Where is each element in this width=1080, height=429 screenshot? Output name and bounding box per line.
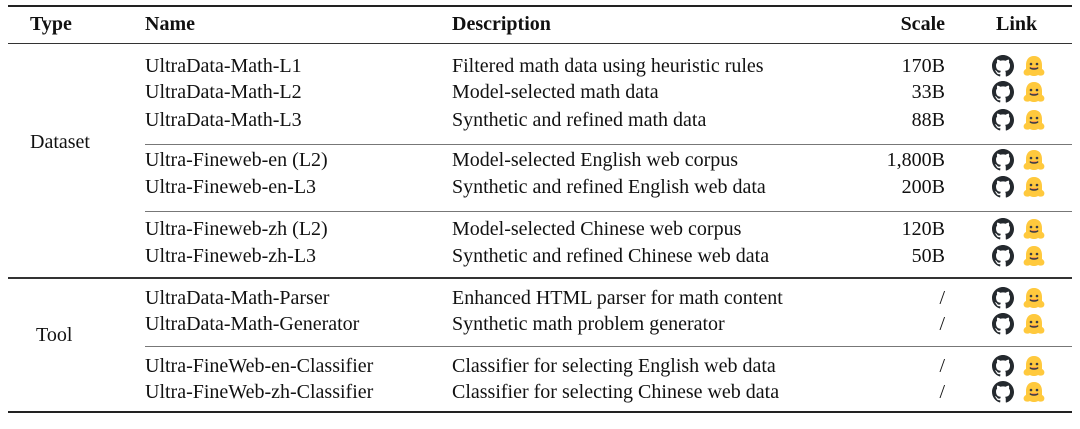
header-description: Description — [452, 13, 551, 35]
row-description: Model-selected Chinese web corpus — [452, 218, 742, 240]
huggingface-icon[interactable] — [1022, 245, 1046, 273]
row-description: Model-selected English web corpus — [452, 149, 739, 171]
github-icon[interactable] — [992, 55, 1015, 83]
huggingface-icon[interactable] — [1022, 149, 1046, 177]
row-scale: 200B — [901, 176, 945, 198]
huggingface-icon[interactable] — [1022, 55, 1046, 83]
row-name: UltraData-Math-Parser — [145, 287, 330, 309]
row-links — [992, 245, 1046, 273]
top-rule — [8, 5, 1072, 7]
row-name: UltraData-Math-L2 — [145, 81, 302, 103]
huggingface-icon[interactable] — [1022, 81, 1046, 109]
row-description: Synthetic and refined English web data — [452, 176, 766, 198]
row-scale: 88B — [911, 109, 945, 131]
block-rule — [145, 346, 1072, 347]
row-description: Synthetic math problem generator — [452, 313, 725, 335]
type-label: Tool — [36, 324, 73, 346]
row-scale: 170B — [901, 55, 945, 77]
row-name: UltraData-Math-L1 — [145, 55, 302, 77]
github-icon[interactable] — [992, 287, 1015, 315]
row-scale: / — [939, 287, 945, 309]
row-description: Filtered math data using heuristic rules — [452, 55, 764, 77]
huggingface-icon[interactable] — [1022, 355, 1046, 383]
header-name: Name — [145, 13, 195, 35]
row-links — [992, 218, 1046, 246]
row-name: Ultra-Fineweb-zh-L3 — [145, 245, 317, 267]
github-icon[interactable] — [992, 176, 1015, 204]
github-icon[interactable] — [992, 218, 1015, 246]
row-description: Enhanced HTML parser for math content — [452, 287, 783, 309]
row-links — [992, 176, 1046, 204]
row-description: Classifier for selecting Chinese web dat… — [452, 381, 780, 403]
block-rule — [145, 144, 1072, 145]
github-icon[interactable] — [992, 313, 1015, 341]
bottom-rule — [8, 411, 1072, 413]
huggingface-icon[interactable] — [1022, 218, 1046, 246]
github-icon[interactable] — [992, 355, 1015, 383]
row-name: Ultra-Fineweb-en (L2) — [145, 149, 328, 171]
row-description: Model-selected math data — [452, 81, 659, 103]
row-scale: 33B — [911, 81, 945, 103]
huggingface-icon[interactable] — [1022, 109, 1046, 137]
row-name: Ultra-FineWeb-en-Classifier — [145, 355, 374, 377]
row-scale: / — [939, 381, 945, 403]
row-links — [992, 355, 1046, 383]
header-link: Link — [996, 13, 1038, 35]
row-scale: 120B — [901, 218, 945, 240]
header-rule — [8, 43, 1072, 44]
row-links — [992, 109, 1046, 137]
block-rule — [145, 211, 1072, 212]
row-scale: 1,800B — [886, 149, 945, 171]
row-links — [992, 149, 1046, 177]
row-description: Synthetic and refined Chinese web data — [452, 245, 770, 267]
row-name: Ultra-FineWeb-zh-Classifier — [145, 381, 374, 403]
header-scale: Scale — [900, 13, 945, 35]
row-scale: / — [939, 313, 945, 335]
row-name: Ultra-Fineweb-en-L3 — [145, 176, 317, 198]
header-type: Type — [30, 13, 72, 35]
row-scale: / — [939, 355, 945, 377]
row-description: Classifier for selecting English web dat… — [452, 355, 776, 377]
row-name: Ultra-Fineweb-zh (L2) — [145, 218, 328, 240]
huggingface-icon[interactable] — [1022, 381, 1046, 409]
row-links — [992, 381, 1046, 409]
github-icon[interactable] — [992, 149, 1015, 177]
github-icon[interactable] — [992, 381, 1015, 409]
row-description: Synthetic and refined math data — [452, 109, 707, 131]
huggingface-icon[interactable] — [1022, 176, 1046, 204]
row-name: UltraData-Math-L3 — [145, 109, 302, 131]
huggingface-icon[interactable] — [1022, 313, 1046, 341]
huggingface-icon[interactable] — [1022, 287, 1046, 315]
row-links — [992, 81, 1046, 109]
github-icon[interactable] — [992, 109, 1015, 137]
row-links — [992, 287, 1046, 315]
github-icon[interactable] — [992, 245, 1015, 273]
row-scale: 50B — [911, 245, 945, 267]
type-label: Dataset — [30, 131, 90, 153]
row-links — [992, 55, 1046, 83]
group-rule — [8, 277, 1072, 279]
github-icon[interactable] — [992, 81, 1015, 109]
row-links — [992, 313, 1046, 341]
row-name: UltraData-Math-Generator — [145, 313, 360, 335]
